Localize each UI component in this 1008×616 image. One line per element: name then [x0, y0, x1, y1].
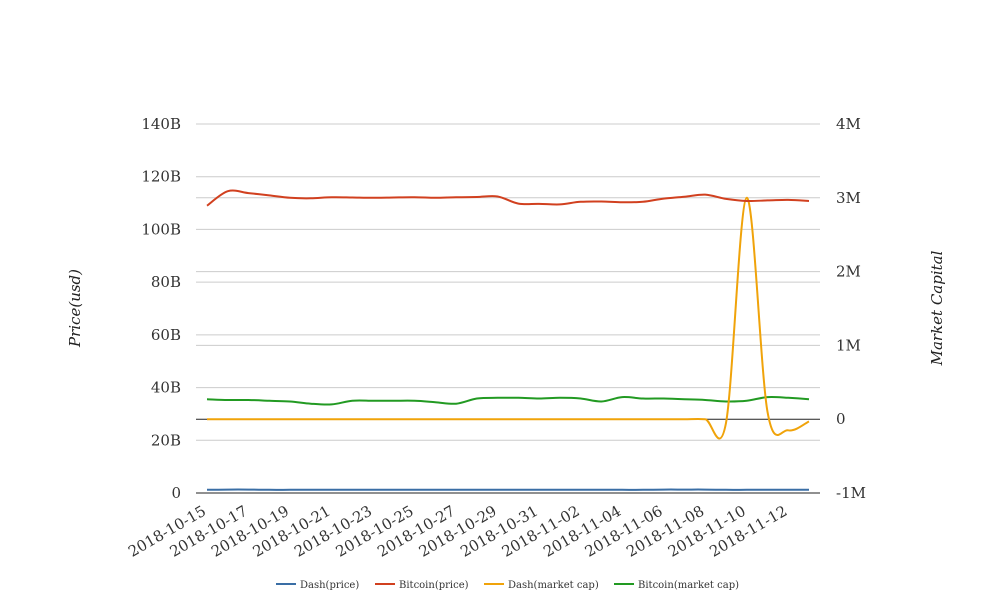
- series-line-bitcoin-price-: [206, 189, 810, 207]
- right-axis-title: Market Capital: [928, 250, 946, 366]
- right-tick-label: 2M: [836, 263, 861, 281]
- left-tick-label: 0: [171, 484, 181, 502]
- left-tick-label: 120B: [141, 168, 181, 186]
- legend-item: Bitcoin(market cap): [614, 580, 739, 591]
- series-line-bitcoin-market-cap-: [206, 395, 810, 406]
- left-tick-label: 20B: [151, 431, 181, 449]
- right-axis-ticks: -1M 0 1M 2M 3M 4M: [836, 115, 866, 502]
- left-tick-label: 140B: [141, 115, 181, 133]
- legend-item: Dash(market cap): [484, 580, 599, 591]
- legend-label: Dash(market cap): [508, 580, 599, 591]
- legend-label: Bitcoin(market cap): [638, 580, 739, 591]
- right-tick-label: 4M: [836, 115, 861, 133]
- left-tick-label: 60B: [151, 326, 181, 344]
- left-tick-label: 80B: [151, 273, 181, 291]
- legend-label: Bitcoin(price): [399, 580, 469, 591]
- left-axis-title: Price(usd): [66, 269, 84, 348]
- series-line-dash-market-cap-: [207, 196, 810, 440]
- right-tick-label: -1M: [836, 484, 866, 502]
- legend: Dash(price) Bitcoin(price) Dash(market cap…: [276, 580, 739, 591]
- x-axis-ticks: 2018-10-152018-10-172018-10-192018-10-21…: [125, 502, 790, 561]
- legend-item: Bitcoin(price): [375, 580, 469, 591]
- grid-lines: [196, 123, 820, 494]
- series-lines: [206, 189, 810, 491]
- right-tick-label: 1M: [836, 336, 861, 354]
- left-axis-ticks: 0 20B 40B 60B 80B 100B 120B 140B: [141, 115, 181, 502]
- legend-item: Dash(price): [276, 580, 359, 591]
- right-tick-label: 0: [836, 410, 846, 428]
- right-tick-label: 3M: [836, 189, 861, 207]
- legend-label: Dash(price): [300, 580, 359, 591]
- left-tick-label: 40B: [151, 379, 181, 397]
- left-tick-label: 100B: [141, 220, 181, 238]
